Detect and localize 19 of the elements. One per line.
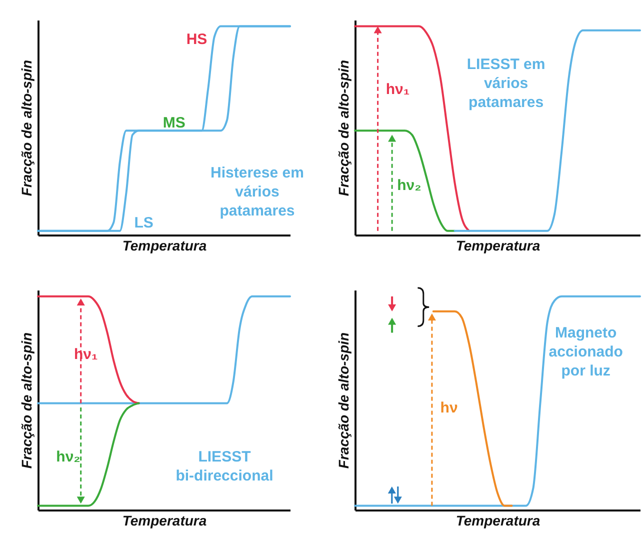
annotation: hν₁: [386, 80, 410, 98]
x-axis-title: Temperatura: [456, 238, 540, 254]
annotation: Histerese em vários patamares: [210, 164, 304, 220]
annotation: hν₂: [397, 176, 422, 194]
y-axis-title: Fracção de alto-spin: [336, 332, 352, 469]
annotation: Magneto accionado por luz: [548, 324, 623, 380]
annotation: hν: [440, 399, 458, 416]
annotation: LIESST em vários patamares: [466, 56, 546, 111]
annotation: MS: [162, 114, 186, 132]
annotation: hν₂: [56, 448, 80, 466]
annotation: LS: [134, 214, 154, 232]
x-axis-title: Temperatura: [122, 512, 207, 528]
x-axis-title: Temperatura: [122, 238, 207, 254]
y-axis-title: Fracção de alto-spin: [18, 332, 34, 469]
y-axis-title: Fracção de alto-spin: [18, 60, 34, 196]
y-axis-title: Fracção de alto-spin: [336, 60, 352, 196]
annotation: HS: [186, 30, 208, 48]
annotation: LIESST bi-direccional: [176, 448, 274, 485]
x-axis-title: Temperatura: [456, 512, 540, 528]
